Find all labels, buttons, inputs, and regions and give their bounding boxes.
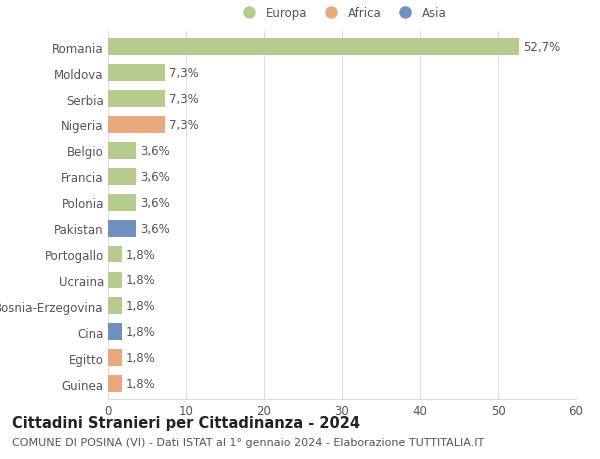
- Text: Cittadini Stranieri per Cittadinanza - 2024: Cittadini Stranieri per Cittadinanza - 2…: [12, 415, 360, 431]
- Text: 3,6%: 3,6%: [140, 170, 170, 184]
- Bar: [108, 272, 122, 289]
- Text: 52,7%: 52,7%: [523, 41, 560, 54]
- Bar: [108, 246, 122, 263]
- Legend: Europa, Africa, Asia: Europa, Africa, Asia: [235, 5, 449, 22]
- Text: 7,3%: 7,3%: [169, 119, 199, 132]
- Bar: [108, 375, 122, 392]
- Text: 7,3%: 7,3%: [169, 93, 199, 106]
- Bar: [108, 117, 165, 134]
- Text: COMUNE DI POSINA (VI) - Dati ISTAT al 1° gennaio 2024 - Elaborazione TUTTITALIA.: COMUNE DI POSINA (VI) - Dati ISTAT al 1°…: [12, 437, 484, 447]
- Bar: [108, 298, 122, 314]
- Bar: [108, 220, 136, 237]
- Bar: [108, 39, 519, 56]
- Bar: [108, 91, 165, 108]
- Text: 1,8%: 1,8%: [126, 274, 155, 287]
- Text: 3,6%: 3,6%: [140, 196, 170, 209]
- Bar: [108, 350, 122, 366]
- Text: 3,6%: 3,6%: [140, 222, 170, 235]
- Text: 1,8%: 1,8%: [126, 325, 155, 339]
- Text: 7,3%: 7,3%: [169, 67, 199, 80]
- Bar: [108, 65, 165, 82]
- Text: 1,8%: 1,8%: [126, 377, 155, 390]
- Bar: [108, 143, 136, 159]
- Bar: [108, 168, 136, 185]
- Text: 1,8%: 1,8%: [126, 248, 155, 261]
- Text: 1,8%: 1,8%: [126, 300, 155, 313]
- Bar: [108, 324, 122, 341]
- Text: 1,8%: 1,8%: [126, 352, 155, 364]
- Text: 3,6%: 3,6%: [140, 145, 170, 157]
- Bar: [108, 195, 136, 211]
